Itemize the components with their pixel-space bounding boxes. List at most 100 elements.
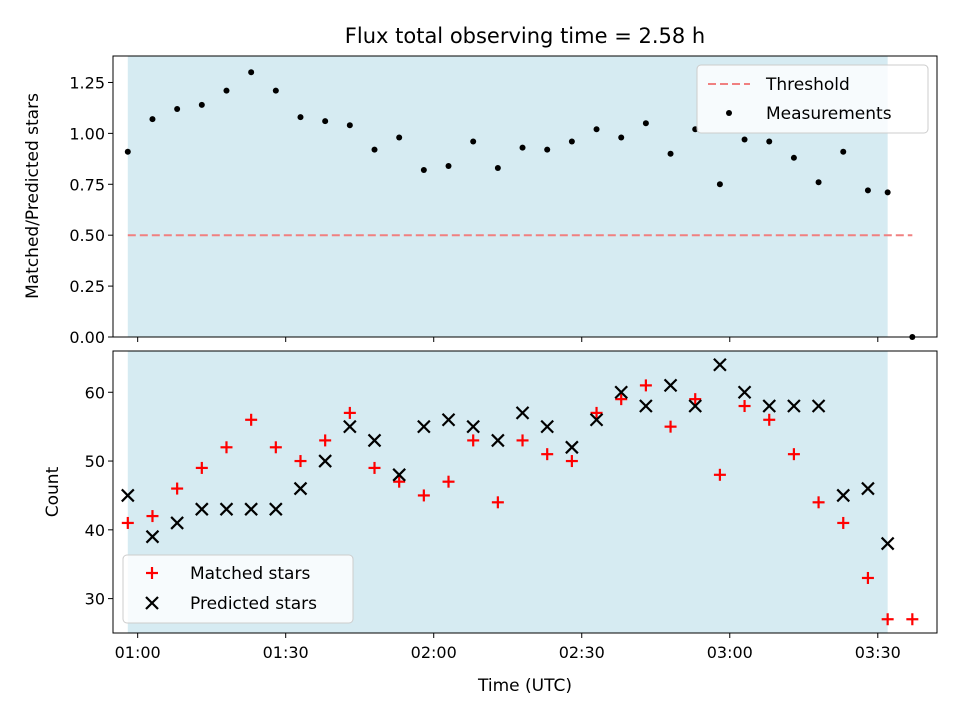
- measurement-point: [346, 122, 353, 129]
- legend-matched-label: Matched stars: [190, 564, 310, 584]
- predicted-star-point: [811, 399, 826, 413]
- matched-star-point: [713, 468, 726, 481]
- predicted-star-point: [663, 378, 678, 393]
- measurement-point: [593, 126, 600, 133]
- predicted-star-point: [170, 516, 184, 530]
- matched-star-point: [245, 413, 258, 426]
- predicted-star-point: [441, 413, 456, 427]
- measurement-point: [223, 87, 230, 94]
- matched-star-point: [146, 510, 159, 523]
- matched-star-point: [319, 434, 332, 447]
- bottom-legend-box: [122, 554, 354, 624]
- matched-star-point: [343, 406, 356, 419]
- legend-predicted-swatch: [145, 596, 159, 610]
- matched-star-point: [195, 461, 208, 474]
- predicted-star-point: [639, 399, 653, 413]
- predicted-star-point: [244, 502, 258, 516]
- measurement-point: [420, 167, 427, 174]
- predicted-star-point: [491, 433, 505, 448]
- top-y-axis-label: Matched/Predicted stars: [23, 93, 43, 299]
- matched-star-point: [541, 448, 554, 461]
- measurement-point: [445, 162, 452, 169]
- measurement-point: [396, 134, 403, 141]
- x-tick-label: 03:30: [855, 643, 901, 662]
- matched-star-point: [491, 496, 504, 509]
- matched-star-point: [639, 379, 652, 392]
- matched-star-point: [837, 516, 850, 529]
- predicted-star-point: [269, 502, 283, 516]
- y-tick-label: 60: [85, 383, 105, 402]
- y-tick-label: 1.25: [69, 73, 105, 92]
- matched-star-point: [763, 413, 776, 426]
- measurements-series: [124, 69, 916, 340]
- matched-star-point: [171, 482, 184, 495]
- measurement-point: [790, 154, 797, 161]
- x-tick-label: 03:00: [707, 643, 753, 662]
- matched-star-point: [881, 613, 894, 626]
- bottom-y-axis: 30 40 50 60: [85, 383, 113, 609]
- matched-star-point: [590, 406, 603, 419]
- predicted-star-point: [861, 481, 875, 496]
- matched-star-point: [393, 475, 406, 488]
- predicted-star-point: [614, 385, 628, 400]
- top-panel: 0.00 0.25 0.50 0.75 1.00 1.25 Matched/Predict…: [23, 55, 938, 347]
- y-tick-label: 50: [85, 452, 105, 471]
- matched-star-point: [812, 496, 825, 509]
- stars-series: [121, 357, 919, 626]
- matched-star-point: [565, 455, 578, 468]
- predicted-star-point: [787, 399, 801, 413]
- predicted-star-point: [880, 536, 895, 551]
- measurement-point: [815, 179, 822, 186]
- top-plot-frame: [112, 55, 938, 338]
- predicted-star-point: [417, 419, 431, 434]
- measurement-point: [272, 87, 279, 94]
- chart-title: Flux total observing time = 2.58 h: [345, 24, 705, 48]
- bottom-y-axis-label: Count: [43, 466, 63, 517]
- matched-star-point: [861, 571, 874, 584]
- measurement-point: [470, 138, 477, 145]
- predicted-star-point: [836, 488, 851, 503]
- predicted-star-point: [515, 406, 530, 420]
- matched-star-point: [442, 475, 455, 488]
- x-tick-label: 02:00: [411, 643, 457, 662]
- x-tick-label: 01:00: [115, 643, 161, 662]
- y-tick-label: 40: [85, 521, 105, 540]
- measurement-point: [667, 150, 674, 157]
- measurement-point: [618, 134, 625, 141]
- legend-measurements-swatch: [726, 110, 732, 116]
- measurement-point: [544, 146, 551, 153]
- predicted-star-point: [565, 440, 579, 455]
- measurement-point: [174, 105, 181, 112]
- predicted-star-point: [466, 419, 480, 434]
- matched-star-point: [664, 420, 677, 433]
- matched-star-point: [738, 400, 751, 413]
- y-tick-label: 0.50: [69, 226, 105, 245]
- y-tick-label: 30: [85, 590, 105, 609]
- matched-star-point: [294, 455, 307, 468]
- predicted-star-point: [121, 488, 135, 503]
- matched-star-point: [269, 441, 282, 454]
- measurement-point: [741, 136, 748, 143]
- measurement-point: [371, 146, 378, 153]
- matched-star-point: [615, 393, 628, 406]
- measurement-point: [884, 189, 891, 196]
- predicted-star-point: [762, 399, 777, 413]
- predicted-star-point: [219, 502, 234, 516]
- predicted-star-point: [343, 419, 357, 434]
- predicted-star-point: [293, 481, 308, 496]
- top-legend: Threshold Measurements: [696, 64, 929, 134]
- top-y-axis: 0.00 0.25 0.50 0.75 1.00 1.25: [69, 73, 113, 347]
- measurement-point: [322, 118, 329, 125]
- y-tick-label: 1.00: [69, 124, 105, 143]
- measurement-point: [248, 69, 255, 76]
- measurement-point: [864, 187, 871, 194]
- measurement-point: [568, 138, 575, 145]
- matched-star-point: [368, 461, 381, 474]
- x-tick-label: 01:30: [263, 643, 309, 662]
- predicted-star-point: [713, 357, 727, 372]
- predicted-star-point: [589, 413, 604, 427]
- y-tick-label: 0.75: [69, 175, 105, 194]
- predicted-star-point: [540, 419, 554, 434]
- predicted-star-point: [145, 529, 160, 544]
